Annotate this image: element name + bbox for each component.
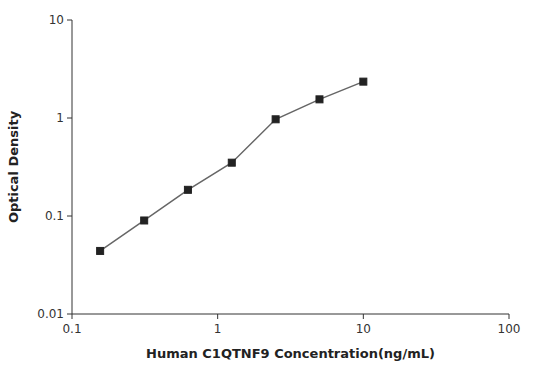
x-tick-label: 1 [214,322,222,336]
data-point [272,116,279,123]
y-tick-label: 1 [56,111,64,125]
y-tick [67,20,72,21]
x-tick [72,314,73,319]
x-axis-line [72,314,509,315]
data-point [360,78,367,85]
y-axis-label: Optical Density [6,110,21,223]
y-tick-label: 0.1 [45,209,64,223]
y-tick [67,118,72,119]
x-tick-label: 10 [356,322,371,336]
y-axis-line [72,20,73,314]
x-tick-label: 100 [498,322,521,336]
x-tick [509,314,510,319]
x-tick [217,314,218,319]
x-tick [363,314,364,319]
data-point [228,159,235,166]
y-tick-label: 10 [49,13,64,27]
y-tick [67,216,72,217]
chart: 0.11101000.010.1110Human C1QTNF9 Concent… [0,0,533,372]
data-line [100,82,363,251]
y-tick [67,314,72,315]
x-axis-label: Human C1QTNF9 Concentration(ng/mL) [146,346,435,361]
data-point [141,217,148,224]
y-tick-label: 0.01 [37,307,64,321]
plot-area [97,78,367,254]
data-point [184,186,191,193]
data-point [316,96,323,103]
x-tick-label: 0.1 [62,322,81,336]
data-point [97,247,104,254]
